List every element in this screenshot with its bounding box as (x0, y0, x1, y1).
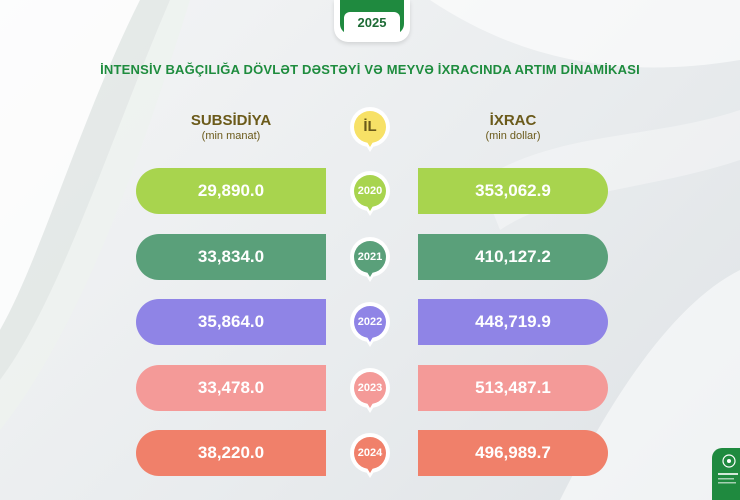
year-badge: 2024 (349, 432, 391, 478)
year-badge: 2021 (349, 236, 391, 282)
logo (712, 448, 740, 500)
year-label: 2025 (344, 12, 400, 34)
subsidy-value: 29,890.0 (136, 168, 326, 214)
export-value: 513,487.1 (418, 365, 608, 411)
export-header-title: İXRAC (489, 111, 537, 129)
export-value: 496,989.7 (418, 430, 608, 476)
year-badge: 2023 (349, 367, 391, 413)
year-label: 2023 (357, 382, 383, 394)
year-tab: 2025 (334, 0, 410, 42)
subsidy-header-unit: (min manat) (201, 129, 261, 142)
subsidy-header-title: SUBSİDİYA (190, 111, 272, 129)
subsidy-value: 33,478.0 (136, 365, 326, 411)
year-badge: 2020 (349, 170, 391, 216)
year-badge: 2022 (349, 301, 391, 347)
export-value: 448,719.9 (418, 299, 608, 345)
subsidy-value: 35,864.0 (136, 299, 326, 345)
subsidy-value: 33,834.0 (136, 234, 326, 280)
year-header-badge: İL (349, 106, 391, 152)
subsidy-value: 38,220.0 (136, 430, 326, 476)
page-title: İNTENSİV BAĞÇILIĞA DÖVLƏT DƏSTƏYİ VƏ MEY… (100, 62, 640, 77)
export-value: 353,062.9 (418, 168, 608, 214)
year-label: 2022 (357, 316, 383, 328)
year-header-label: İL (363, 118, 377, 135)
export-value: 410,127.2 (418, 234, 608, 280)
year-tab-band: 2025 (340, 0, 404, 34)
export-header-unit: (min dollar) (485, 129, 541, 142)
subsidy-header: SUBSİDİYA (min manat) (136, 104, 326, 150)
year-label: 2024 (357, 447, 383, 459)
export-header: İXRAC (min dollar) (418, 104, 608, 150)
year-label: 2020 (357, 185, 383, 197)
year-label: 2021 (357, 251, 383, 263)
emblem-icon (718, 454, 738, 484)
